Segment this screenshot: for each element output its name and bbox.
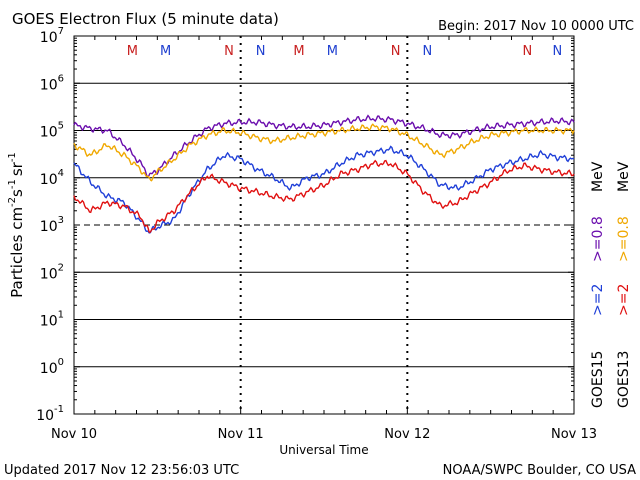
y-tick-label: 106 xyxy=(40,73,64,93)
marker-m: M xyxy=(127,44,138,59)
y-tick-label: 103 xyxy=(40,215,64,235)
updated-timestamp: Updated 2017 Nov 12 23:56:03 UTC xyxy=(4,463,239,478)
y-tick-label: 105 xyxy=(40,121,64,141)
y-tick-label: 102 xyxy=(40,262,64,282)
x-axis-ticks: Nov 10 Nov 11 Nov 12 Nov 13 xyxy=(51,36,597,442)
marker-m: M xyxy=(293,44,304,59)
y-tick-label: 100 xyxy=(40,357,64,377)
y-axis-ticks: 10-1 100 101 102 103 104 105 106 107 xyxy=(36,26,574,424)
series-red xyxy=(73,159,575,234)
marker-m: M xyxy=(160,44,171,59)
series-purple xyxy=(73,114,575,178)
legend-goes15-label: GOES15 xyxy=(590,351,606,408)
x-tick-label: Nov 11 xyxy=(218,427,264,442)
grid-lines xyxy=(74,82,574,368)
chart-title: GOES Electron Flux (5 minute data) xyxy=(12,10,279,28)
x-axis-label: Universal Time xyxy=(279,443,368,457)
legend-goes15-2mev: >=2 xyxy=(590,284,606,316)
marker-n: N xyxy=(391,44,401,59)
marker-n: N xyxy=(552,44,562,59)
x-tick-label: Nov 12 xyxy=(384,427,430,442)
x-tick-label: Nov 13 xyxy=(551,427,597,442)
legend-goes13-label: GOES13 xyxy=(616,351,632,408)
legend-unit-goes15: MeV xyxy=(590,161,606,192)
marker-n: N xyxy=(422,44,432,59)
legend-goes13-2mev: >=2 xyxy=(616,284,632,316)
day-dividers xyxy=(239,36,409,414)
legend-unit-goes13: MeV xyxy=(616,161,632,192)
y-tick-label: 104 xyxy=(40,168,64,188)
marker-n: N xyxy=(224,44,234,59)
y-tick-label: 101 xyxy=(40,310,64,330)
data-series xyxy=(73,114,575,234)
legend-goes13-08mev: >=0.8 xyxy=(616,216,632,262)
marker-n: N xyxy=(522,44,532,59)
y-axis-label: Particles cm-2s-1sr-1 xyxy=(7,152,26,298)
series-blue xyxy=(73,145,575,234)
series-orange xyxy=(73,123,575,182)
y-tick-label: 10-1 xyxy=(36,404,64,424)
marker-m: M xyxy=(327,44,338,59)
begin-label: Begin: 2017 Nov 10 0000 UTC xyxy=(438,19,634,34)
y-tick-label: 107 xyxy=(40,26,64,46)
legend: GOES15 GOES13 >=2 >=2 >=0.8 >=0.8 MeV Me… xyxy=(590,161,632,408)
marker-n: N xyxy=(256,44,266,59)
legend-goes15-08mev: >=0.8 xyxy=(590,216,606,262)
credit-label: NOAA/SWPC Boulder, CO USA xyxy=(443,463,636,478)
x-tick-label: Nov 10 xyxy=(51,427,97,442)
